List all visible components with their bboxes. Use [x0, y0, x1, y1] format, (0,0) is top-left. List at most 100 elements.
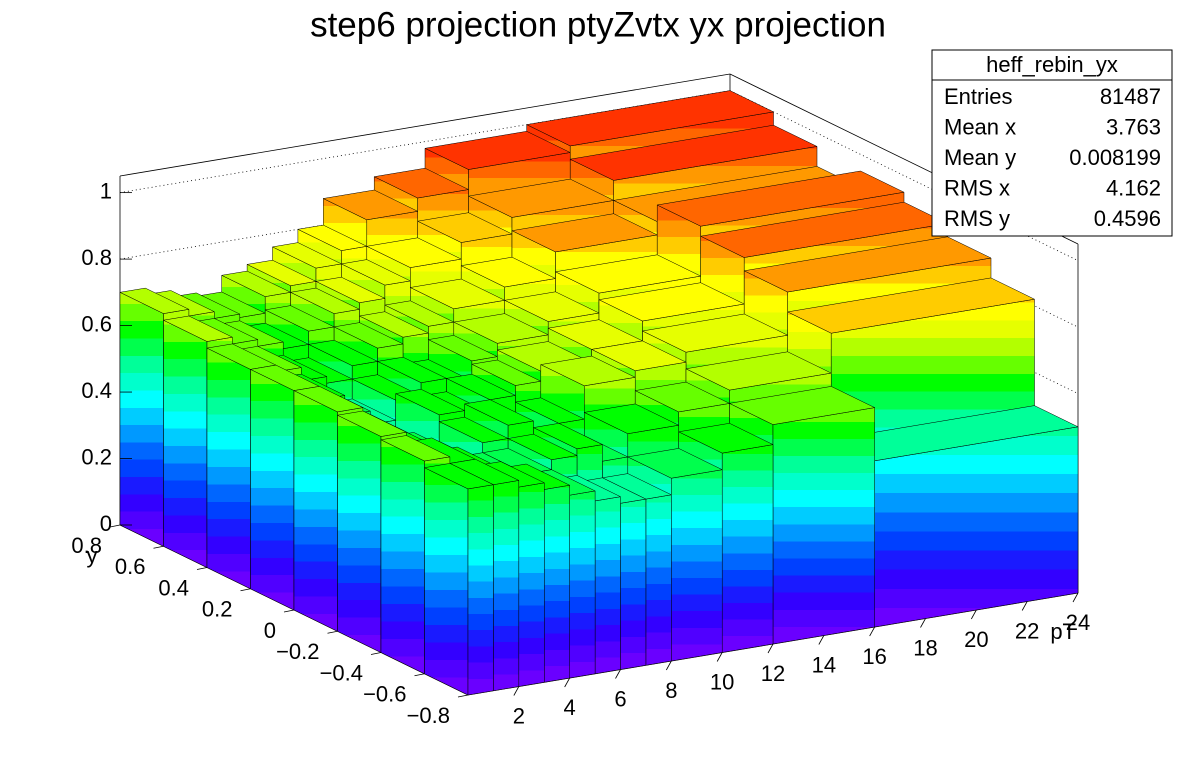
- y-tick: [327, 630, 338, 634]
- stats-box: heff_rebin_yx Entries 81487 Mean x 3.763 Mea…: [931, 49, 1173, 237]
- bar-left-face: [424, 467, 469, 696]
- bar-left-face: [163, 319, 208, 568]
- bar-top-face: [677, 423, 774, 454]
- x-tick: [564, 677, 571, 688]
- bar-top-face: [322, 189, 419, 221]
- z-tick-label: 0.4: [81, 378, 112, 403]
- bar-left-face: [206, 347, 251, 590]
- x-tick: [615, 669, 621, 679]
- bar-left-face: [250, 369, 295, 611]
- x-tick-label: 16: [862, 644, 886, 669]
- x-tick-label: 12: [761, 661, 785, 686]
- bar-top-face: [336, 410, 408, 437]
- x-tick: [767, 643, 774, 654]
- bar-top-face: [384, 300, 455, 327]
- x-tick: [716, 652, 723, 662]
- y-axis-title: y: [87, 543, 98, 568]
- bar-top-face: [467, 178, 615, 218]
- y-tick-label: 0.4: [158, 575, 189, 600]
- x-tick: [970, 609, 977, 620]
- bar-top-face: [463, 399, 535, 426]
- bar-front-face: [620, 498, 647, 670]
- bar-top-face: [641, 313, 789, 353]
- y-tick-label: 0.6: [115, 554, 146, 579]
- y-tick: [457, 694, 469, 698]
- bar-top-face: [409, 278, 506, 310]
- bar-left-face: [119, 291, 164, 547]
- bar-top-face: [162, 315, 234, 342]
- bar-top-face: [427, 335, 499, 362]
- bar-top-face: [685, 351, 833, 391]
- bar-top-face: [416, 212, 513, 243]
- bar-front-face: [467, 484, 494, 696]
- bar-top-face: [297, 224, 368, 251]
- bar-left-face: [337, 414, 382, 653]
- bar-top-face: [554, 254, 702, 294]
- bar-top-face: [373, 167, 470, 199]
- stats-value: 4.162: [1106, 175, 1161, 200]
- y-tick-label: −0.2: [276, 639, 319, 664]
- y-tick: [153, 545, 164, 549]
- stats-label: RMS x: [944, 175, 1010, 200]
- x-tick-label: 14: [812, 652, 836, 677]
- stats-frame: [931, 49, 1173, 237]
- y-tick: [283, 609, 295, 613]
- frame-edge: [119, 73, 731, 177]
- x-tick-label: 2: [513, 703, 525, 728]
- bar-top-face: [471, 359, 542, 386]
- grid-segment: [729, 90, 1079, 261]
- bar-top-face: [293, 386, 364, 413]
- stats-value: 0.4596: [1094, 206, 1161, 231]
- bar-top-face: [315, 276, 386, 303]
- bar-top-face: [452, 313, 550, 344]
- bar-top-face: [525, 90, 775, 147]
- bar-top-face: [264, 305, 335, 332]
- stats-label: Mean x: [944, 114, 1016, 139]
- x-axis-title: pT: [1050, 619, 1076, 644]
- bar-top-face: [119, 287, 190, 314]
- x-tick: [1072, 592, 1079, 603]
- bar-left-face: [293, 390, 338, 632]
- x-tick: [869, 626, 876, 637]
- x-tick: [920, 618, 926, 628]
- x-tick-label: 8: [665, 678, 677, 703]
- bar-top-face: [423, 463, 495, 490]
- bar-top-face: [598, 282, 746, 322]
- lego-bar: [423, 463, 495, 696]
- y-tick: [196, 567, 208, 570]
- z-tick-label: 0.8: [81, 245, 112, 270]
- x-tick: [513, 686, 520, 696]
- bar-top-face: [445, 373, 517, 400]
- bar-top-face: [514, 397, 586, 424]
- z-tick-label: 1: [100, 178, 112, 203]
- bar-front-face: [874, 426, 1079, 628]
- bar-top-face: [583, 403, 680, 434]
- grid-line: [119, 90, 1079, 261]
- bar-top-face: [786, 277, 1036, 334]
- stats-value: 0.008199: [1069, 145, 1161, 170]
- bar-top-face: [307, 339, 379, 366]
- bar-front-face: [772, 407, 875, 645]
- bar-top-face: [438, 416, 509, 443]
- bar-top-face: [333, 322, 404, 349]
- bar-top-face: [220, 270, 292, 297]
- bar-top-face: [340, 259, 412, 286]
- z-tick-label: 0.2: [81, 444, 112, 469]
- z-tick-label: 0: [100, 511, 112, 536]
- stats-label: Entries: [944, 84, 1012, 109]
- bar-top-face: [376, 356, 448, 383]
- bar-front-face: [721, 444, 774, 653]
- bar-top-face: [365, 237, 463, 268]
- bar-top-face: [424, 131, 572, 170]
- bar-top-face: [289, 287, 361, 314]
- y-tick-label: 0.2: [202, 597, 233, 622]
- bar-top-face: [394, 389, 466, 416]
- bar-front-face: [594, 496, 621, 675]
- bar-top-face: [507, 433, 578, 460]
- chart-title: step6 projection ptyZvtx yx projection: [310, 5, 886, 44]
- z-tick-label: 0.6: [81, 311, 112, 336]
- bar-top-face: [380, 435, 451, 462]
- bar-front-face: [493, 480, 520, 692]
- y-tick-label: −0.8: [407, 703, 450, 728]
